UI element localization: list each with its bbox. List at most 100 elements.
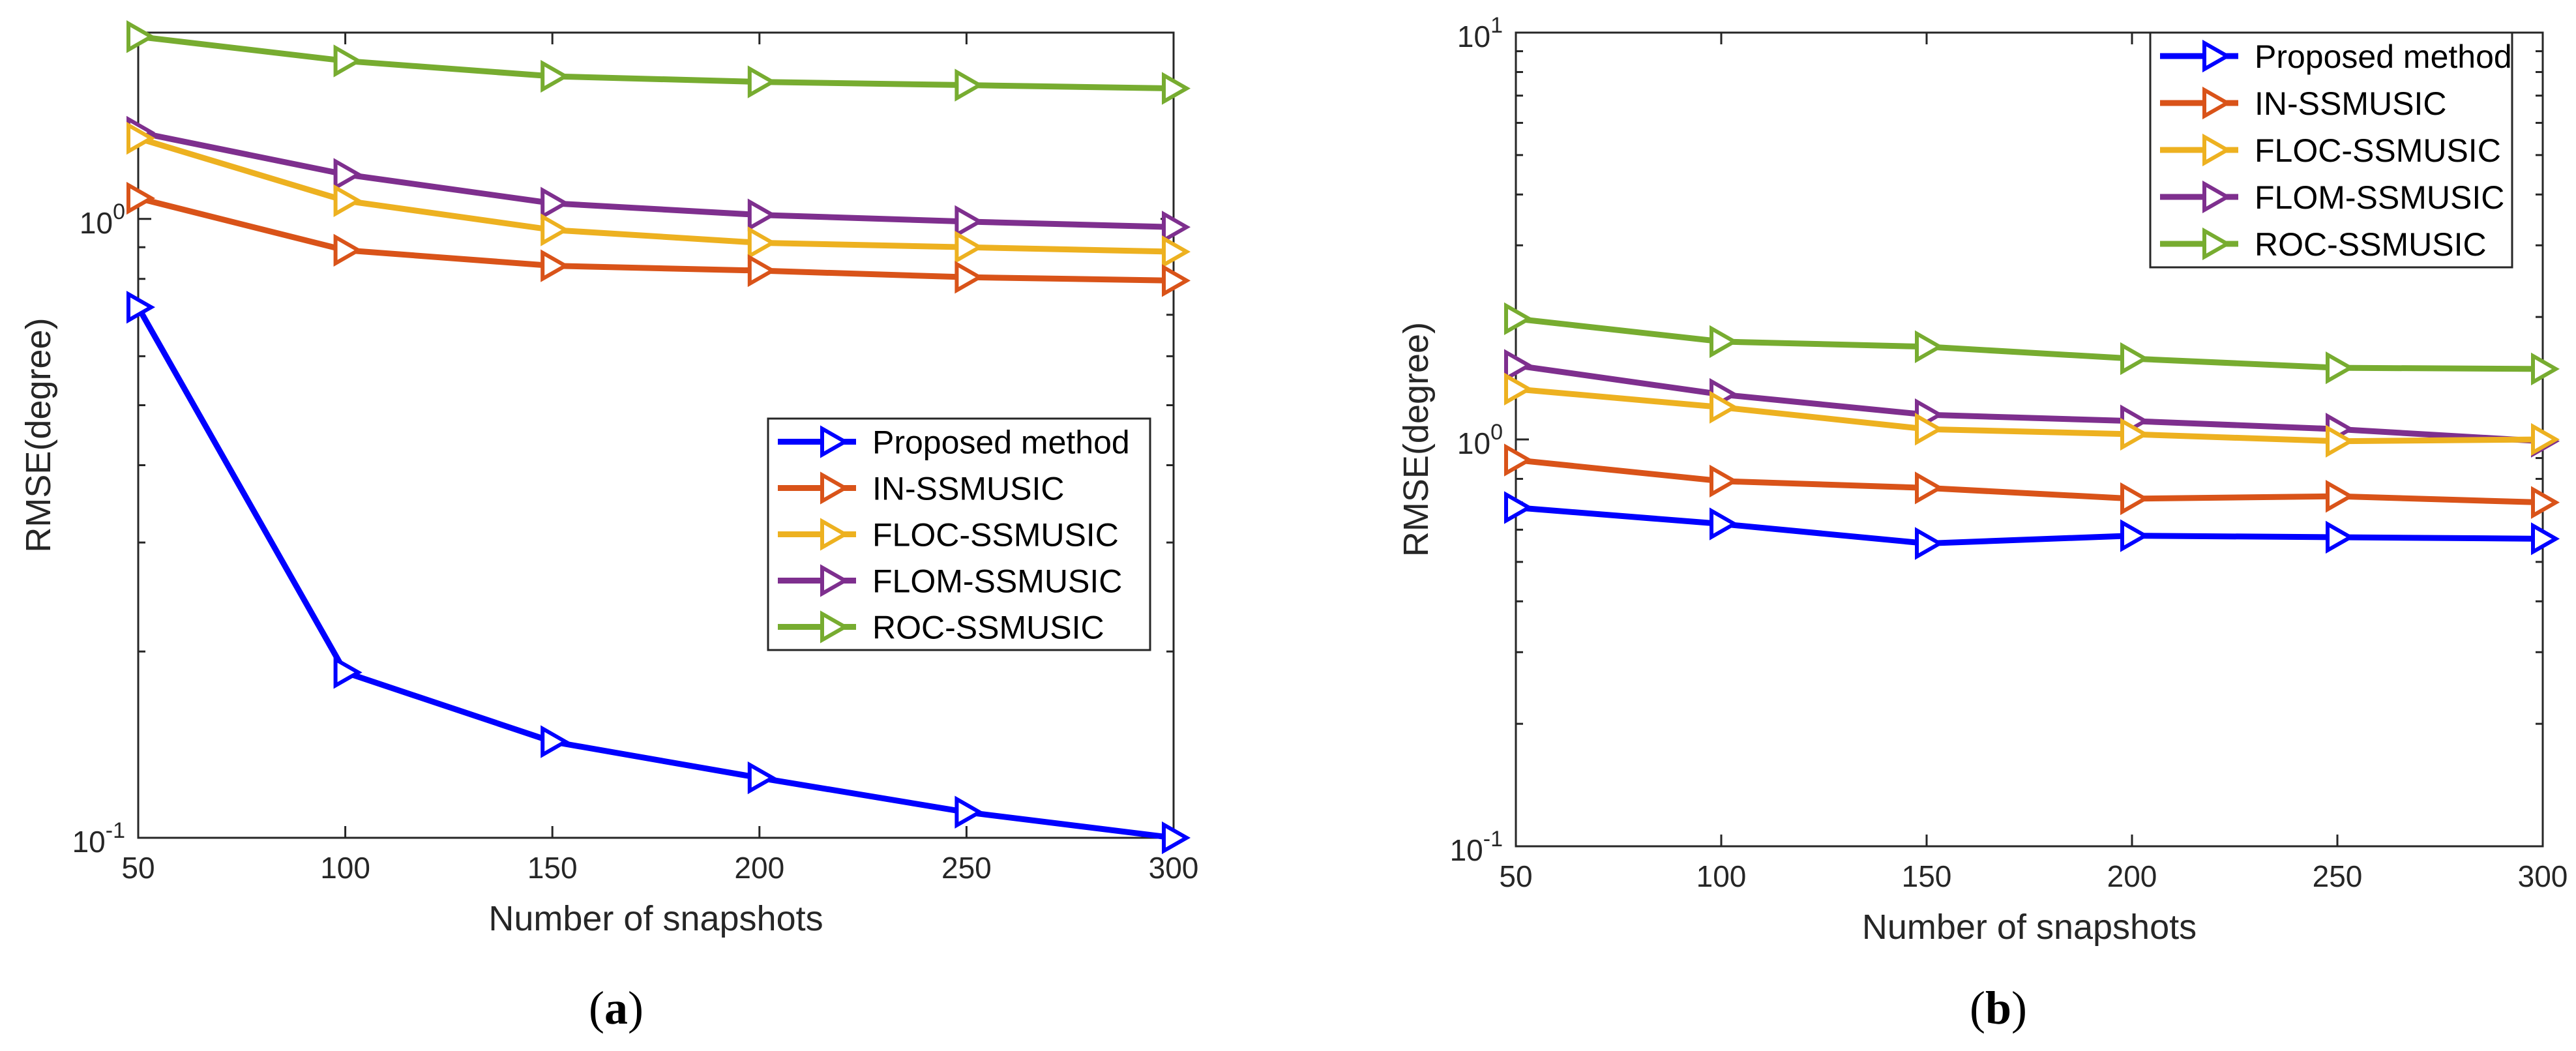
legend-marker	[2202, 86, 2232, 120]
chart-a: 50 100 150 200 250 300 10-1 100 Number of snapsh…	[19, 20, 1199, 1034]
legend: Proposed method IN-SSMUSIC FLOC-SSMUSIC FLO…	[767, 417, 1151, 651]
data-point	[540, 249, 570, 282]
legend-label: Proposed method	[872, 424, 1130, 461]
legend-marker	[2202, 39, 2232, 73]
data-point	[2326, 351, 2355, 385]
x-tick-label: 300	[2518, 859, 2568, 893]
legend-marker	[820, 471, 850, 505]
legend-label: FLOM-SSMUSIC	[2255, 179, 2504, 216]
legend-marker	[820, 610, 850, 644]
legend-item: IN-SSMUSIC	[778, 471, 1064, 507]
data-point	[1162, 211, 1191, 244]
series-line	[1515, 316, 2543, 372]
legend-marker	[2202, 133, 2232, 167]
y-tick-label: 10-1	[1450, 827, 1503, 867]
data-point	[1162, 72, 1191, 105]
x-tick-label: 250	[2313, 859, 2363, 893]
x-tick-label: 200	[734, 851, 784, 885]
data-point	[333, 233, 363, 267]
data-point	[1710, 325, 1739, 359]
data-point	[2326, 424, 2355, 458]
x-tick-label: 50	[1499, 859, 1532, 893]
series-proposed-method	[1504, 491, 2560, 560]
legend-marker	[2202, 180, 2232, 214]
data-point	[333, 158, 363, 191]
data-point	[540, 186, 570, 220]
data-point	[2326, 479, 2355, 513]
y-tick-label: 100	[1457, 420, 1503, 460]
x-tick-label: 300	[1149, 851, 1199, 885]
data-point	[126, 121, 156, 155]
data-point	[1915, 330, 1944, 363]
legend-marker	[2202, 227, 2232, 261]
legend-item: Proposed method	[778, 424, 1130, 461]
data-point	[747, 65, 777, 98]
chart-b: 50 100 150 200 250 300 10-1 100 101 Number of sna…	[1397, 13, 2568, 1034]
x-tick-label: 150	[1902, 859, 1952, 893]
x-tick-label: 100	[1696, 859, 1747, 893]
data-point	[1504, 349, 1533, 382]
legend-label: Proposed method	[2255, 38, 2512, 75]
series-line	[1515, 386, 2543, 445]
data-point	[747, 198, 777, 231]
series-floc-ssmusic	[126, 121, 1191, 269]
legend-marker	[820, 425, 850, 458]
series-line	[137, 135, 1174, 255]
x-tick-label: 150	[527, 851, 578, 885]
data-point	[333, 184, 363, 218]
legend-item: ROC-SSMUSIC	[2160, 226, 2487, 263]
data-point	[1710, 507, 1739, 540]
data-point	[333, 656, 363, 689]
y-tick-label: 101	[1457, 13, 1503, 53]
series-roc-ssmusic	[126, 20, 1191, 105]
panel-label: (a)	[589, 982, 644, 1034]
data-point	[747, 254, 777, 288]
legend-label: IN-SSMUSIC	[2255, 85, 2446, 122]
y-axis-label: RMSE(degree)	[19, 318, 58, 552]
series-line	[1515, 457, 2543, 506]
data-point	[2531, 422, 2560, 456]
data-point	[2120, 417, 2150, 451]
data-point	[955, 261, 984, 294]
legend-label: IN-SSMUSIC	[872, 471, 1064, 507]
data-point	[126, 291, 156, 324]
legend-marker	[820, 564, 850, 597]
series-in-ssmusic	[1504, 443, 2560, 519]
data-point	[1504, 491, 1533, 524]
data-point	[333, 44, 363, 78]
y-axis-label: RMSE(degree)	[1397, 322, 1436, 557]
legend-item: FLOM-SSMUSIC	[2160, 179, 2504, 216]
x-tick-label: 250	[941, 851, 992, 885]
data-point	[955, 68, 984, 102]
legend-item: ROC-SSMUSIC	[778, 610, 1104, 646]
panel-label: (b)	[1970, 982, 2027, 1034]
x-tick-label: 50	[121, 851, 155, 885]
series-floc-ssmusic	[1504, 372, 2560, 458]
series-line	[136, 305, 1174, 841]
data-point	[1915, 471, 1944, 505]
data-point	[2531, 352, 2560, 386]
legend-label: ROC-SSMUSIC	[872, 610, 1104, 646]
data-point	[2120, 482, 2150, 516]
data-point	[126, 181, 156, 215]
data-point	[540, 59, 570, 93]
data-point	[747, 226, 777, 259]
legend-item: FLOC-SSMUSIC	[778, 517, 1119, 554]
series-line	[1515, 363, 2543, 445]
data-point	[1915, 413, 1944, 446]
data-point	[955, 231, 984, 264]
series-in-ssmusic	[126, 181, 1191, 297]
data-point	[1162, 235, 1191, 269]
x-axis-label: Number of snapshots	[1862, 908, 2197, 947]
series-line	[138, 129, 1174, 230]
x-tick-label: 200	[2107, 859, 2157, 893]
legend-label: FLOC-SSMUSIC	[872, 517, 1119, 554]
data-point	[1504, 372, 1533, 406]
data-point	[955, 205, 984, 239]
legend-marker	[820, 518, 850, 551]
data-point	[540, 725, 570, 758]
series-line	[137, 195, 1174, 284]
legend: Proposed method IN-SSMUSIC FLOC-SSMUSIC FLO…	[2149, 31, 2513, 269]
series-proposed-method	[126, 291, 1191, 855]
plot-area-frame	[137, 31, 1175, 839]
